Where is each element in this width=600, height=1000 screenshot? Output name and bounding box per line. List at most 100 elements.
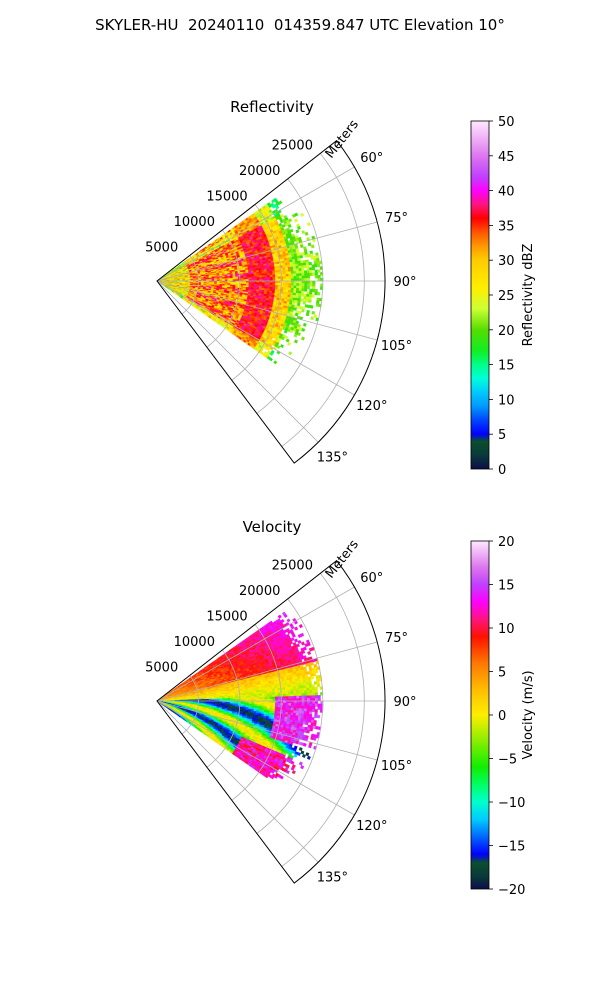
range-tick-label: 10000: [174, 215, 215, 230]
field-cell: [307, 242, 312, 247]
colorbar-tick-label: 45: [498, 150, 515, 165]
field-cell: [283, 276, 287, 280]
field-cell: [317, 277, 321, 282]
field-cell: [277, 276, 281, 280]
field-cell: [287, 292, 292, 296]
field-cell: [290, 266, 294, 270]
field-cell: [298, 290, 302, 294]
field-cell: [235, 277, 239, 280]
field-cell: [274, 284, 279, 288]
field-cell: [296, 275, 300, 279]
range-tick-label: 5000: [145, 241, 178, 256]
field-cell: [301, 650, 306, 655]
field-cell: [298, 268, 302, 272]
field-cell: [266, 272, 271, 276]
field-cell: [293, 287, 297, 291]
field-cell: [277, 614, 282, 619]
field-cell: [264, 282, 268, 286]
field-cell: [259, 284, 263, 287]
field-cell: [314, 289, 318, 293]
field-cell: [312, 272, 316, 276]
field-cell: [307, 651, 312, 655]
field-cell: [232, 276, 236, 279]
field-cell: [285, 285, 289, 289]
colorbar-tick-label: 35: [498, 219, 515, 234]
field-cell: [312, 280, 316, 285]
field-cell: [290, 273, 295, 277]
field-cell: [297, 332, 301, 337]
field-cell: [280, 344, 285, 349]
field-cell: [293, 271, 297, 275]
colorbar-tick-label: 15: [498, 359, 515, 374]
field-cell: [306, 285, 311, 290]
field-cell: [314, 263, 318, 268]
field-cell: [253, 277, 257, 280]
colorbar-tick-label: 0: [498, 463, 506, 478]
field-cell: [282, 273, 287, 277]
field-cell: [298, 273, 303, 277]
field-cell: [294, 212, 299, 217]
field-cell: [306, 272, 311, 277]
field-cell: [256, 271, 260, 275]
field-cell: [298, 623, 303, 629]
azimuth-tick-label: 135°: [317, 450, 348, 465]
field-cell: [314, 272, 318, 276]
range-tick-label: 15000: [206, 189, 247, 204]
reflectivity-colorbar-label: Reflectivity dBZ: [521, 244, 536, 347]
field-cell: [299, 255, 304, 259]
field-cell: [294, 626, 299, 631]
field-cell: [306, 275, 311, 279]
field-cell: [290, 287, 295, 291]
figure-title: SKYLER-HU 20240110 014359.847 UTC Elevat…: [95, 16, 505, 34]
field-cell: [293, 218, 298, 223]
field-cell: [301, 285, 305, 289]
field-cell: [287, 224, 292, 228]
field-cell: [285, 269, 289, 273]
field-cell: [287, 341, 292, 346]
field-cell: [293, 638, 298, 643]
field-cell: [267, 274, 271, 278]
azimuth-tick-label: 90°: [393, 275, 416, 290]
field-cell: [256, 275, 260, 278]
field-cell: [308, 261, 312, 266]
field-cell: [306, 264, 310, 269]
field-cell: [317, 269, 321, 273]
field-cell: [308, 299, 312, 303]
colorbar-tick-label: 20: [498, 324, 515, 339]
field-cell: [312, 286, 316, 290]
field-cell: [306, 222, 311, 227]
field-cell: [293, 339, 298, 344]
colorbar-tick-label: 40: [498, 185, 515, 200]
field-cell: [290, 275, 295, 279]
field-cell: [272, 284, 276, 288]
field-cell: [253, 273, 257, 277]
field-cell: [301, 275, 305, 279]
field-cell: [306, 283, 311, 287]
field-cell: [301, 327, 306, 332]
field-cell: [293, 285, 297, 289]
field-cell: [313, 314, 318, 319]
field-cell: [275, 205, 280, 210]
field-cell: [309, 283, 313, 287]
field-cell: [256, 282, 260, 285]
field-cell: [288, 271, 292, 275]
field-cell: [287, 266, 292, 270]
field-cell: [269, 282, 273, 286]
field-cell: [305, 312, 310, 317]
field-cell: [303, 288, 308, 292]
field-cell: [310, 316, 314, 321]
field-cell: [307, 278, 311, 282]
field-cell: [269, 274, 273, 278]
field-cell: [286, 618, 291, 623]
field-cell: [302, 646, 307, 651]
field-cell: [274, 272, 279, 276]
field-cell: [285, 283, 289, 286]
field-cell: [232, 282, 236, 284]
field-cell: [301, 267, 305, 272]
field-cell: [258, 273, 263, 276]
colorbar-tick-label: 30: [498, 254, 515, 269]
field-cell: [288, 283, 292, 286]
